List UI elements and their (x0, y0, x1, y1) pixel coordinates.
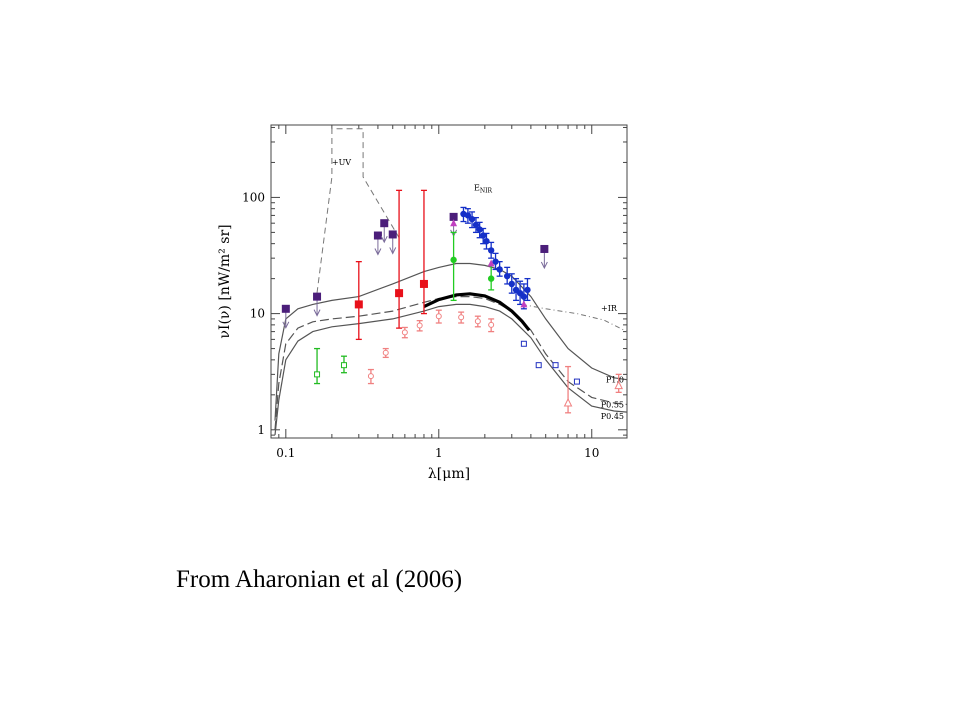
data-point (468, 215, 476, 223)
upper-limit-arrowhead (374, 248, 382, 256)
data-point (367, 373, 374, 380)
figure-caption: From Aharonian et al (2006) (176, 566, 463, 593)
data-point (450, 219, 458, 227)
data-point (476, 226, 483, 233)
annotation: +IR (601, 304, 618, 313)
data-point (464, 212, 472, 219)
data-point (373, 231, 382, 240)
x-tick-label: 1 (435, 446, 443, 460)
data-point (520, 300, 528, 308)
data-point (535, 362, 542, 369)
upper-limit-arrowhead (282, 321, 290, 329)
data-point (340, 362, 347, 369)
data-point (388, 230, 397, 239)
data-point (524, 286, 531, 294)
data-point (435, 313, 442, 320)
data-point (488, 321, 495, 328)
y-tick-label: 10 (250, 307, 265, 321)
annotation: +UV (332, 158, 351, 167)
upper-limit-arrowhead (389, 247, 397, 255)
curve-unlabeled-3 (423, 292, 531, 332)
data-point (458, 314, 465, 321)
data-point (314, 371, 321, 378)
data-point (401, 329, 408, 336)
data-point (487, 259, 495, 267)
data-point (487, 275, 495, 282)
upper-limit-arrowhead (313, 309, 321, 317)
x-tick-label: 0.1 (276, 446, 295, 460)
y-tick-label: 1 (257, 423, 265, 437)
data-point (563, 397, 573, 407)
curve-label: P1.0 (606, 376, 624, 385)
curve-P1-0 (274, 262, 628, 421)
plot-frame (270, 124, 628, 439)
data-point (449, 212, 458, 221)
x-axis-label: λ[μm] (428, 466, 470, 482)
data-point (416, 322, 423, 329)
upper-limit-arrowhead (540, 261, 548, 270)
data-point (472, 221, 480, 229)
data-point (614, 380, 623, 390)
data-point (380, 219, 389, 228)
y-tick-label: 100 (242, 190, 265, 204)
curve-label: P0.45 (601, 412, 624, 421)
curve-P0-55 (274, 296, 628, 430)
data-point (382, 349, 389, 356)
data-point (492, 258, 499, 265)
data-point (552, 362, 559, 369)
y-axis-label: νI(ν) [nW/m² sr] (217, 224, 233, 338)
plot-area: 0.1 1 10 1 10 100 λ[μm] νI(ν) [nW/m² sr] P1.0 P0.… (217, 124, 628, 482)
upper-limit-arrowhead (380, 235, 388, 244)
curve-P0-45 (274, 303, 628, 436)
data-point (395, 289, 404, 298)
data-point (474, 318, 481, 325)
curve-unlabeled-5 (521, 303, 628, 333)
data-point (419, 279, 428, 288)
data-point (503, 272, 511, 280)
curve-label: P0.55 (601, 401, 624, 410)
data-point (313, 292, 322, 301)
data-point (520, 340, 527, 347)
data-point (281, 304, 290, 313)
data-point (520, 293, 528, 300)
sed-chart: 0.1 1 10 1 10 100 λ[μm] νI(ν) [nW/m² sr] P1.0 P0.… (217, 124, 628, 482)
data-point (508, 280, 515, 288)
x-tick-label: 10 (584, 446, 599, 460)
data-point (483, 237, 490, 245)
data-point (450, 256, 457, 264)
data-point (487, 247, 495, 254)
curve-unlabeled-4 (316, 128, 400, 294)
data-point (496, 266, 503, 273)
data-point (573, 378, 580, 385)
data-point (354, 300, 363, 309)
annotation: ENIR (474, 183, 492, 194)
data-point (540, 244, 549, 253)
